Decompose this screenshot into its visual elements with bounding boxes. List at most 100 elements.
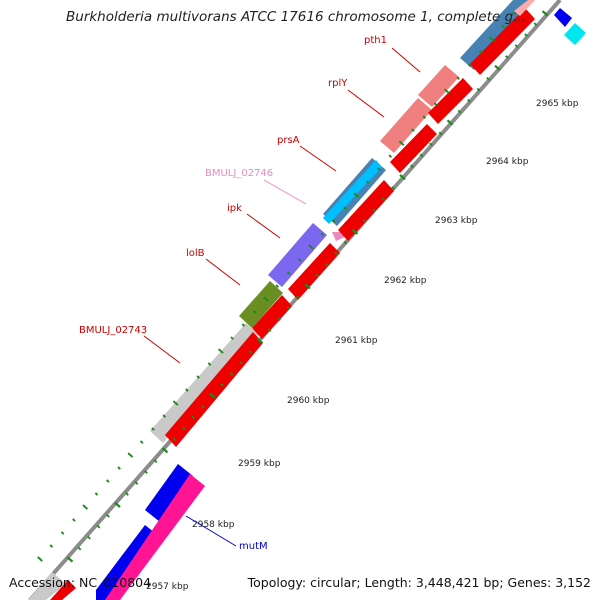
gene-feature-bmulj02743[interactable] [150, 323, 259, 443]
ruler-dot [381, 197, 386, 201]
ruler-dot [201, 404, 205, 409]
ruler-dot [486, 76, 490, 81]
gene-label-prsA[interactable]: prsA [277, 135, 300, 146]
guide-dot [117, 466, 121, 470]
cyan-arrow-icon[interactable] [564, 23, 586, 45]
gene-label-bmulj02743[interactable]: BMULJ_02743 [79, 325, 147, 336]
ruler-dot [372, 208, 376, 212]
gene-feature-outer-top[interactable] [460, 0, 530, 70]
gene-feature-red-bottom-left [50, 580, 76, 600]
ruler-dot [239, 361, 243, 365]
gene-label-ipk[interactable]: ipk [227, 203, 242, 214]
guide-dot [467, 63, 472, 67]
ruler-dot [191, 415, 196, 420]
gene-feature-lolB[interactable] [239, 281, 283, 328]
guide-dot [489, 36, 495, 42]
gene-feature-prsA-cyan[interactable] [323, 160, 382, 224]
ruler-dot [476, 87, 481, 92]
guide-dot [443, 88, 450, 94]
guide-dot [478, 50, 483, 54]
leader-line-pth1 [391, 47, 421, 73]
ruler-dot [286, 306, 291, 311]
guide-dot [320, 232, 325, 236]
gene-feature-bmulj02746-arrow[interactable] [332, 232, 345, 241]
gene-feature-ipk[interactable] [268, 223, 327, 287]
chromosome-backbone [28, 0, 562, 600]
guide-dot [298, 258, 302, 262]
ruler-dot [106, 513, 110, 518]
guide-dot [286, 271, 291, 275]
gene-feature-magenta[interactable] [105, 474, 205, 600]
ruler-dot [446, 119, 454, 126]
ruler-label: 2965 kbp [536, 99, 579, 109]
ruler-dot [505, 55, 509, 59]
ruler-dot [209, 392, 216, 399]
ruler-dot [153, 459, 158, 464]
gene-feature-rplY[interactable] [380, 98, 432, 153]
ruler-dot [334, 251, 338, 256]
gene-feature-red-bottom-1[interactable] [165, 332, 263, 447]
gene-feature-red-mid-2[interactable] [338, 180, 394, 241]
accession-text: Accession: NC_010804 [9, 575, 152, 590]
ruler-dot [410, 164, 414, 169]
gene-feature-red-upper-1[interactable] [390, 124, 437, 173]
guide-dot [230, 336, 234, 340]
leader-line-ipk [246, 213, 281, 239]
gene-feature-red-mid-1[interactable] [288, 243, 340, 300]
ruler-dot [96, 524, 101, 529]
ruler-dot [248, 350, 253, 354]
ruler-dot [391, 186, 395, 190]
guide-dot [411, 128, 415, 132]
gene-label-rplY[interactable]: rplY [328, 78, 348, 89]
guide-dot [196, 375, 200, 379]
leader-line-lolB [205, 258, 241, 286]
ruler-dot [362, 218, 367, 223]
gene-feature-pth1[interactable] [418, 65, 459, 107]
blue-arrow-icon[interactable] [554, 8, 572, 27]
gene-label-mutM[interactable]: mutM [239, 541, 268, 552]
ruler-dot [524, 33, 528, 37]
guide-dot [422, 115, 426, 119]
ruler-dot [66, 556, 74, 563]
leader-line-bmulj02743 [143, 335, 181, 364]
gene-feature-red-top[interactable] [470, 8, 535, 75]
guide-dot [72, 518, 76, 522]
ruler-label: 2964 kbp [486, 157, 529, 167]
guide-dot [106, 479, 110, 483]
guide-dot [263, 296, 269, 302]
ruler-dot [172, 437, 177, 442]
ruler-dot [134, 481, 139, 485]
guide-dot [94, 492, 99, 496]
ruler-dot [304, 283, 311, 290]
guide-dot [308, 244, 315, 250]
gene-label-pth1[interactable]: pth1 [364, 35, 387, 46]
ruler-dot [494, 64, 501, 71]
ruler-labels: 2957 kbp 2958 kbp 2959 kbp 2960 kbp 2961 kbp… [146, 99, 579, 592]
ruler-dot [125, 492, 129, 496]
ruler-dot [220, 382, 224, 387]
ruler-dot [87, 535, 91, 540]
guide-dot [82, 504, 89, 510]
guide-dot [241, 323, 246, 327]
ruler-dot [256, 337, 264, 345]
gene-label-bmulj02746[interactable]: BMULJ_02746 [205, 168, 273, 179]
ruler-label: 2959 kbp [238, 459, 281, 469]
left-dots [37, 11, 517, 562]
guide-dot [343, 206, 347, 210]
ruler-dot [229, 371, 234, 376]
ruler-dot [296, 295, 300, 300]
guide-dot [275, 284, 280, 288]
guide-dot [365, 180, 370, 184]
gene-feature-grey-bottom [28, 572, 66, 600]
gene-feature-mutM-block[interactable] [145, 464, 193, 522]
gene-feature-red-upper-2[interactable] [428, 78, 473, 124]
leader-line-bmulj02746 [263, 179, 307, 205]
gene-feature-pink-top[interactable] [514, 0, 535, 16]
ruler-dot [182, 426, 186, 431]
gene-feature-red-bottom-2[interactable] [252, 295, 292, 339]
ruler-dot [267, 328, 272, 332]
gene-label-lolB[interactable]: lolB [186, 248, 205, 259]
ruler-label: 2962 kbp [384, 276, 427, 286]
guide-dot [185, 388, 189, 392]
